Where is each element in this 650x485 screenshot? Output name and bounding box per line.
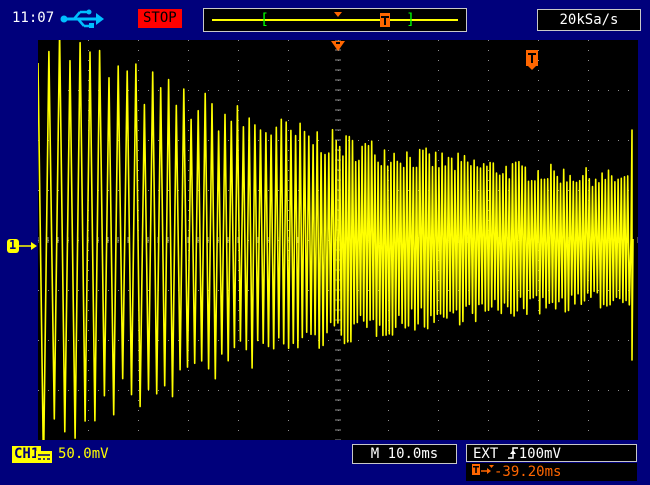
sample-rate-display: 20kSa/s	[537, 9, 641, 31]
trigger-source: EXT	[473, 446, 499, 462]
waveform-trace	[38, 40, 634, 440]
ch1-ground-marker[interactable]: 1	[7, 238, 37, 257]
dc-coupling-icon	[36, 448, 52, 463]
timebase-display: M 10.0ms	[352, 444, 457, 464]
trigger-time-marker[interactable]: T	[526, 50, 538, 74]
trigger-position-marker[interactable]	[331, 38, 345, 57]
ch1-label[interactable]: CH1	[12, 446, 42, 463]
rising-edge-icon	[507, 446, 519, 460]
window-left-bracket: [	[260, 10, 270, 28]
trigger-offset-display: -39.20ms	[466, 463, 637, 481]
ch1-marker-label: 1	[9, 238, 17, 252]
waveform-screen	[38, 40, 638, 440]
ch1-volts-per-div: 50.0mV	[58, 446, 109, 462]
window-right-bracket: ]	[406, 10, 416, 28]
trigger-level: 100mV	[518, 446, 561, 462]
clock-time: 11:07	[12, 10, 55, 26]
memory-timebase-indicator: [ ]	[203, 8, 467, 32]
trigger-offset-value: -39.20ms	[494, 464, 562, 480]
trigger-settings: EXT 100mV	[466, 444, 637, 462]
usb-icon	[60, 9, 104, 29]
trigger-offset-icon	[472, 464, 494, 478]
run-state-indicator[interactable]: STOP	[138, 9, 182, 28]
trigger-t-icon	[380, 13, 390, 27]
